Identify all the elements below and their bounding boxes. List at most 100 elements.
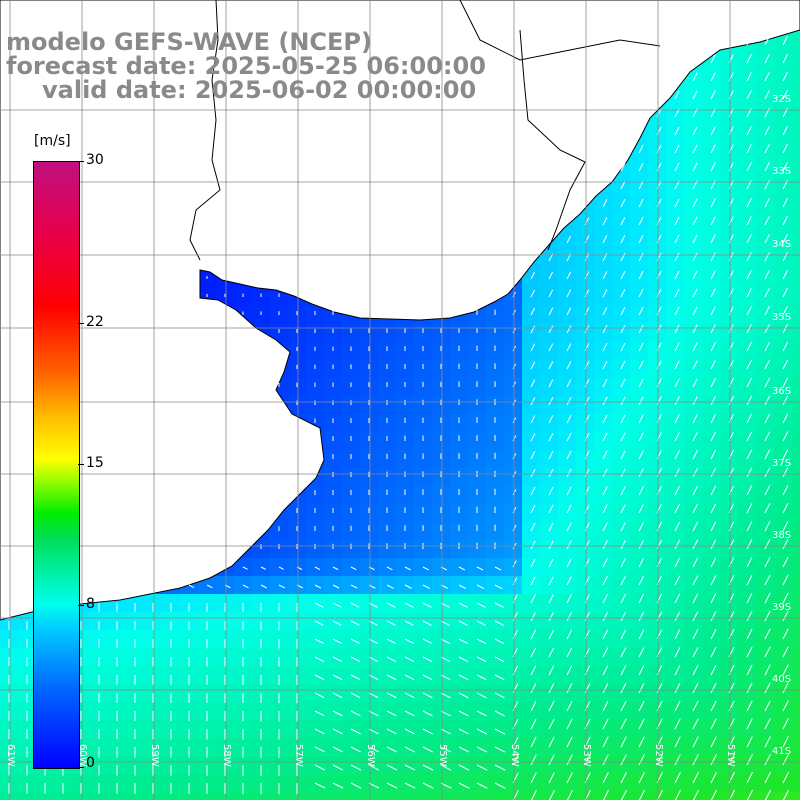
wind-speed-cell <box>648 414 667 433</box>
wind-speed-cell <box>684 666 703 685</box>
wind-speed-cell <box>594 504 613 523</box>
wind-speed-cell <box>666 108 685 127</box>
wind-arrow <box>530 540 536 550</box>
wind-arrow <box>458 602 468 608</box>
wind-arrow <box>548 558 554 568</box>
wind-speed-cell <box>612 432 631 451</box>
wind-speed-cell <box>684 738 703 757</box>
wind-speed-cell <box>720 540 739 559</box>
wind-speed-cell <box>648 342 667 361</box>
wind-arrow <box>494 566 502 571</box>
wind-arrow <box>782 71 788 82</box>
wind-arrow <box>566 414 572 424</box>
wind-arrow <box>782 359 789 370</box>
wind-arrow <box>512 524 517 532</box>
wind-arrow <box>602 700 609 712</box>
wind-arrow <box>782 89 788 100</box>
wind-speed-cell <box>576 216 595 235</box>
wind-arrow <box>566 647 573 658</box>
longitude-label: 56W <box>365 744 376 767</box>
wind-speed-cell <box>756 216 775 235</box>
wind-speed-cell <box>720 630 739 649</box>
wind-speed-cell <box>774 144 793 163</box>
wind-arrow <box>548 772 555 784</box>
wind-speed-cell <box>558 594 577 613</box>
wind-speed-cell <box>504 306 523 325</box>
wind-arrow <box>764 503 771 514</box>
wind-arrow <box>692 789 700 800</box>
wind-arrow <box>692 611 699 622</box>
wind-arrow <box>530 629 537 640</box>
wind-speed-cell <box>414 342 433 361</box>
wind-speed-cell <box>594 576 613 595</box>
wind-speed-cell <box>576 792 595 800</box>
wind-arrow <box>764 252 770 262</box>
wind-arrow <box>764 270 770 280</box>
wind-arrow <box>764 449 771 460</box>
wind-speed-cell <box>774 162 793 181</box>
wind-arrow <box>476 674 487 681</box>
wind-speed-cell <box>792 720 800 739</box>
wind-speed-cell <box>414 504 433 523</box>
wind-speed-cell <box>522 504 541 523</box>
wind-speed-cell <box>666 774 685 793</box>
wind-speed-cell <box>630 180 649 199</box>
wind-speed-cell <box>432 450 451 469</box>
wind-arrow <box>764 72 770 82</box>
wind-speed-cell <box>774 792 793 800</box>
wind-speed-cell <box>648 162 667 181</box>
wind-arrow <box>638 629 645 640</box>
wind-speed-cell <box>774 774 793 793</box>
wind-arrow <box>674 593 681 604</box>
wind-speed-cell <box>522 396 541 415</box>
wind-speed-cell <box>738 54 757 73</box>
wind-speed-cell <box>162 792 181 800</box>
wind-arrow <box>782 215 788 226</box>
wind-speed-cell <box>504 594 523 613</box>
wind-speed-cell <box>414 396 433 415</box>
wind-speed-cell <box>324 792 343 800</box>
wind-speed-cell <box>738 612 757 631</box>
wind-speed-cell <box>684 432 703 451</box>
wind-speed-cell <box>540 522 559 541</box>
wind-speed-cell <box>630 540 649 559</box>
wind-arrow <box>764 485 771 496</box>
wind-arrow <box>548 718 555 730</box>
wind-speed-cell <box>774 450 793 469</box>
wind-speed-cell <box>648 270 667 289</box>
wind-arrow <box>278 566 285 570</box>
wind-arrow <box>530 754 537 766</box>
wind-arrow <box>512 489 517 496</box>
wind-arrow <box>602 665 609 676</box>
wind-speed-cell <box>738 162 757 181</box>
wind-speed-cell <box>486 486 505 505</box>
wind-arrow <box>566 665 573 676</box>
wind-speed-cell <box>666 684 685 703</box>
wind-speed-cell <box>738 72 757 91</box>
wind-speed-cell <box>648 216 667 235</box>
wind-speed-cell <box>342 468 361 487</box>
wind-arrow <box>710 288 716 298</box>
wind-speed-cell <box>540 756 559 775</box>
wind-speed-cell <box>720 432 739 451</box>
wind-arrow <box>710 503 717 514</box>
wind-arrow <box>566 271 572 280</box>
wind-speed-cell <box>558 324 577 343</box>
wind-speed-cell <box>522 666 541 685</box>
wind-speed-cell <box>756 180 775 199</box>
wind-speed-cell <box>774 324 793 343</box>
wind-arrow <box>566 754 573 766</box>
wind-speed-cell <box>540 450 559 469</box>
wind-arrow <box>386 620 396 626</box>
wind-speed-cell <box>720 342 739 361</box>
wind-arrow <box>674 611 681 622</box>
wind-speed-cell <box>450 342 469 361</box>
wind-arrow <box>710 539 717 550</box>
wind-speed-cell <box>576 684 595 703</box>
wind-speed-cell <box>684 144 703 163</box>
wind-arrow <box>764 718 771 730</box>
wind-speed-cell <box>756 792 775 800</box>
wind-speed-cell <box>522 774 541 793</box>
wind-speed-cell <box>594 522 613 541</box>
wind-arrow <box>566 397 572 406</box>
